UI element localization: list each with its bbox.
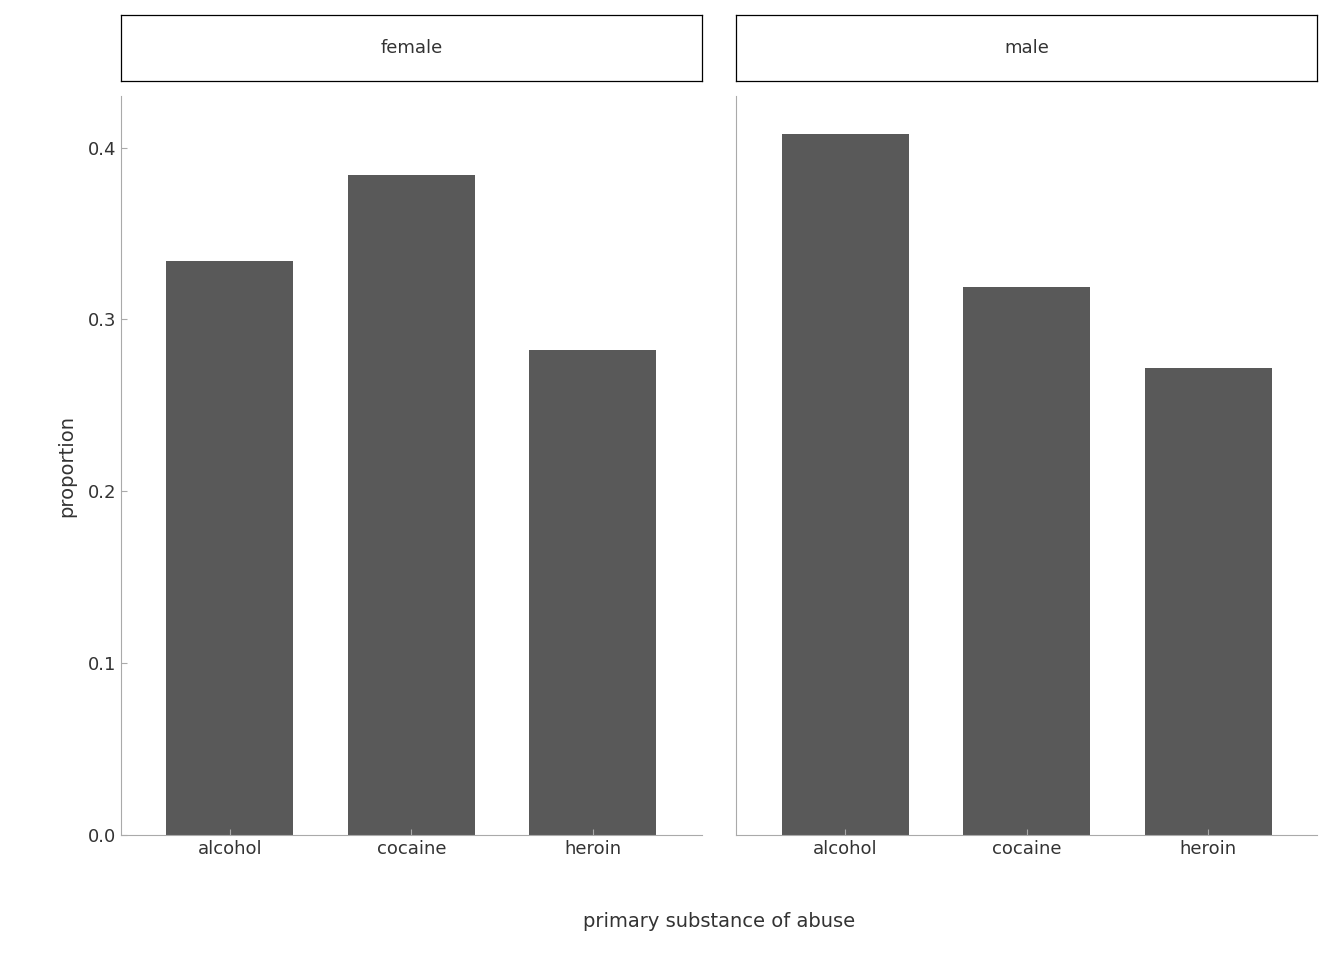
Bar (167, 261, 293, 835)
Bar (782, 133, 909, 835)
Bar (1145, 368, 1271, 835)
Bar (348, 175, 474, 835)
Text: primary substance of abuse: primary substance of abuse (583, 912, 855, 931)
Bar (964, 287, 1090, 835)
Y-axis label: proportion: proportion (58, 415, 77, 516)
Bar (530, 350, 656, 835)
